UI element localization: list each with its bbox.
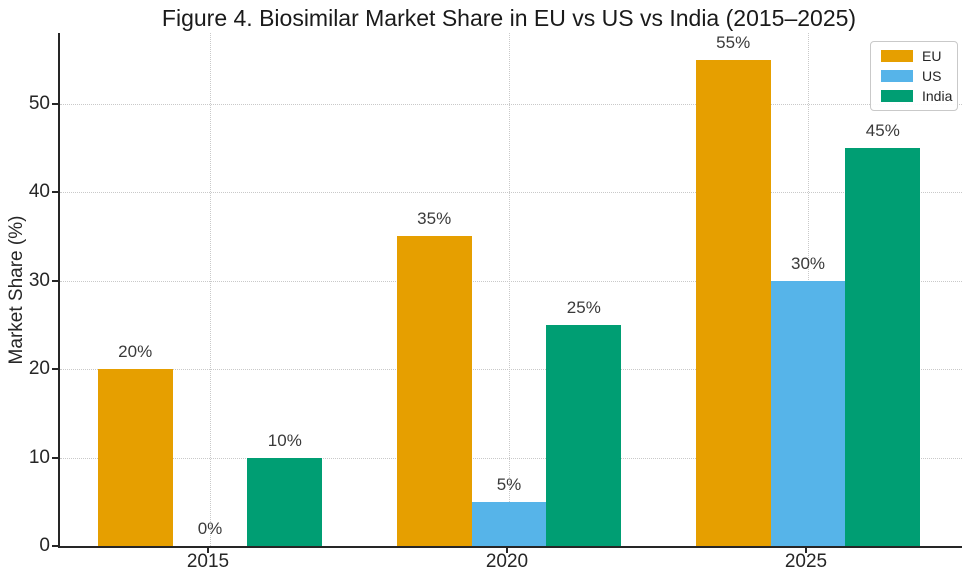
y-tick-mark-30 [52, 279, 58, 282]
y-tick-label-50: 50 [28, 92, 50, 114]
bar-india-2020 [546, 324, 622, 546]
gridline-y-40 [60, 192, 962, 194]
value-label-eu-2015: 20% [118, 342, 153, 362]
chart-legend: EU US India [870, 41, 958, 111]
x-tick-mark-2020 [505, 547, 508, 553]
y-tick-label-30: 30 [28, 269, 50, 291]
y-tick-mark-0 [52, 545, 58, 547]
value-label-india-2025: 45% [865, 120, 900, 140]
y-tick-label-20: 20 [28, 358, 50, 380]
x-tick-label-2020: 2020 [485, 551, 529, 572]
value-label-us-2020: 5% [496, 474, 522, 494]
y-tick-mark-50 [52, 102, 58, 105]
bar-eu-2015 [97, 369, 173, 546]
legend-label-us: US [922, 68, 942, 84]
legend-item-eu: EU [881, 49, 948, 63]
us-color-swatch [881, 70, 913, 82]
y-tick-mark-20 [52, 368, 58, 371]
x-tick-mark-2015 [207, 547, 209, 553]
chart-title: Figure 4. Biosimilar Market Share in EU … [161, 5, 857, 31]
legend-label-eu: EU [922, 48, 942, 64]
plot-area: 20% 35% 55% 0% 5% 30% 10% 25% 45% [58, 33, 962, 548]
x-tick-mark-2025 [805, 547, 807, 553]
value-label-india-2020: 25% [566, 297, 601, 317]
value-label-eu-2020: 35% [417, 209, 452, 229]
gridline-y-10 [60, 457, 962, 459]
y-tick-mark-40 [52, 191, 58, 194]
bar-india-2025 [845, 147, 921, 546]
legend-item-us: US [881, 69, 948, 83]
gridline-x-2015 [210, 33, 211, 546]
gridline-x-2020 [508, 33, 510, 546]
x-tick-label-2015: 2015 [186, 551, 230, 572]
gridline-y-20 [60, 369, 962, 371]
y-tick-label-10: 10 [28, 446, 50, 468]
value-label-eu-2025: 55% [716, 32, 751, 52]
bar-india-2015 [247, 457, 323, 546]
india-color-swatch [881, 90, 913, 102]
bar-us-2020 [471, 501, 547, 546]
value-label-us-2025: 30% [790, 253, 826, 273]
legend-item-india: India [881, 89, 952, 103]
value-label-us-2015: 0% [197, 519, 223, 538]
gridline-y-30 [60, 280, 962, 282]
x-tick-label-2025: 2025 [784, 551, 828, 572]
value-label-india-2015: 10% [267, 430, 302, 450]
y-tick-label-0: 0 [39, 535, 50, 556]
gridline-y-50 [60, 103, 962, 105]
y-tick-label-40: 40 [28, 181, 50, 203]
legend-label-india: India [922, 88, 953, 104]
bar-us-2025 [770, 280, 846, 546]
bar-eu-2025 [695, 59, 771, 546]
eu-color-swatch [881, 50, 913, 62]
y-tick-mark-10 [52, 456, 58, 459]
bar-eu-2020 [396, 236, 472, 546]
